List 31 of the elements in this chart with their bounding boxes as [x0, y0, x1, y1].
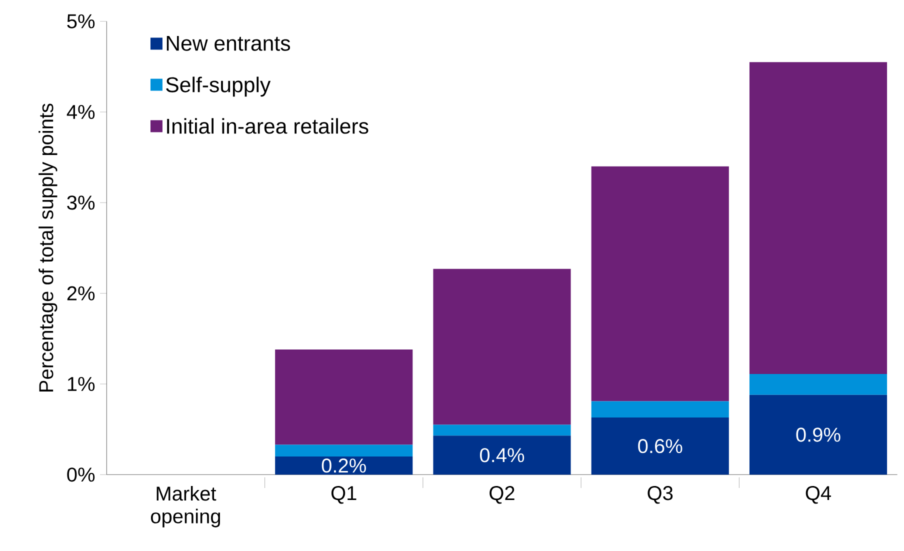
bar — [591, 401, 729, 418]
y-axis-title: Percentage of total supply points — [38, 104, 58, 392]
bar — [433, 436, 571, 475]
bar — [591, 166, 729, 402]
x-tick-label: Q3 — [648, 486, 673, 504]
bar — [433, 424, 571, 436]
bar — [433, 269, 571, 425]
legend-label: New entrants — [166, 36, 290, 52]
y-tick-label: 5% — [67, 14, 95, 29]
y-tick-label: 4% — [66, 105, 95, 120]
data-label: 0.4% — [480, 448, 524, 462]
y-tick-label: 2% — [67, 286, 95, 301]
x-tick-label: Q1 — [331, 486, 356, 504]
data-label: 0.6% — [638, 439, 682, 454]
x-tick-label: Q2 — [490, 486, 514, 504]
bar — [275, 350, 413, 445]
y-tick-label: 0% — [67, 468, 95, 482]
legend-label: Initial in-area retailers — [167, 118, 368, 134]
bar — [749, 374, 888, 396]
y-tick-label: 1% — [68, 377, 95, 392]
bar — [275, 444, 413, 457]
x-tick-label: Market opening — [150, 486, 220, 528]
legend-label: Self-supply — [166, 76, 271, 97]
data-label: 0.2% — [322, 458, 366, 473]
data-label: 0.9% — [796, 428, 840, 442]
bar — [749, 62, 888, 374]
bar — [749, 395, 888, 475]
bar — [275, 456, 413, 475]
y-tick-label: 3% — [67, 196, 95, 210]
bar — [591, 418, 729, 475]
x-tick-label: Q4 — [806, 486, 832, 504]
